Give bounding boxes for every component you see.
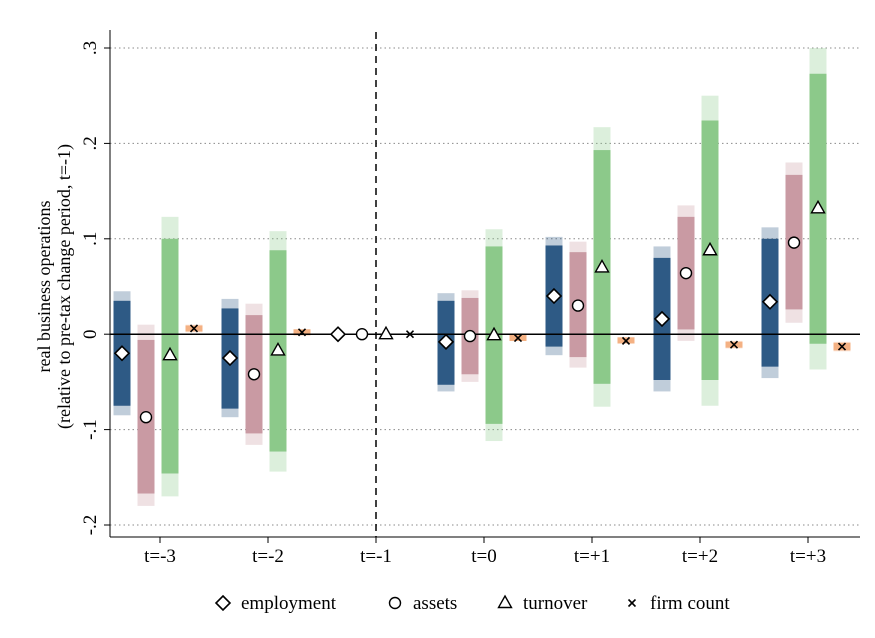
legend: employment assets turnover firm count — [214, 593, 730, 614]
legend-label: turnover — [523, 593, 588, 614]
x-marker — [513, 333, 523, 343]
circle-marker — [463, 329, 477, 343]
circle-marker — [139, 410, 153, 424]
circle-marker — [679, 266, 693, 280]
diamond-marker — [221, 349, 239, 367]
x-tick-label: t=-1 — [360, 546, 392, 567]
y-tick-label: -.1 — [80, 419, 101, 440]
axis-labels: .3 .2 .1 0 -.1 -.2 t=-3 t=-2 t=-1 t=0 t=+1 t=+2 t=+3… — [34, 41, 826, 567]
triangle-marker — [702, 241, 718, 256]
legend-label: assets — [413, 593, 457, 614]
triangle-marker — [486, 326, 502, 341]
confidence-bars — [113, 48, 851, 506]
circle-marker — [388, 596, 402, 610]
x-tick-label: t=+2 — [682, 546, 718, 567]
x-tick-label: t=0 — [471, 546, 497, 567]
y-tick-label: .1 — [80, 232, 101, 246]
legend-label: firm count — [650, 593, 730, 614]
point-estimates — [113, 199, 847, 424]
triangle-marker — [497, 594, 513, 609]
triangle-marker — [594, 258, 610, 273]
x-marker — [405, 330, 415, 339]
x-tick-label: t=-3 — [144, 546, 176, 567]
x-tick-label: t=+1 — [574, 546, 610, 567]
diamond-marker — [113, 345, 131, 362]
triangle-marker — [378, 325, 394, 340]
x-tick-label: t=-2 — [252, 546, 284, 567]
circle-marker — [247, 368, 261, 381]
circle-marker — [787, 236, 801, 249]
circle-marker — [571, 299, 585, 312]
y-tick-label: .2 — [80, 136, 101, 150]
gridlines — [110, 47, 860, 526]
y-tick-label: .3 — [80, 41, 101, 55]
x-marker — [621, 336, 631, 345]
x-marker — [729, 340, 739, 349]
x-marker — [297, 328, 307, 337]
diamond-marker — [329, 326, 347, 343]
triangle-marker — [270, 341, 286, 356]
triangle-marker — [162, 346, 178, 361]
triangle-marker — [810, 199, 826, 214]
diamond-marker — [214, 594, 232, 612]
axes — [104, 30, 860, 543]
x-marker — [189, 324, 199, 333]
diamond-marker — [761, 293, 779, 310]
y-axis-title: real business operations — [34, 201, 54, 373]
y-tick-label: 0 — [80, 329, 101, 339]
diamond-marker — [437, 333, 455, 350]
y-tick-label: -.2 — [80, 515, 101, 536]
circle-marker — [355, 328, 369, 341]
x-tick-label: t=+3 — [790, 546, 826, 567]
legend-label: employment — [241, 593, 337, 614]
x-marker — [627, 598, 637, 608]
y-axis-subtitle: (relative to pre-tax change period, t=-1… — [54, 144, 75, 429]
x-marker — [837, 342, 847, 351]
diamond-marker — [545, 287, 563, 305]
diamond-marker — [653, 310, 671, 328]
